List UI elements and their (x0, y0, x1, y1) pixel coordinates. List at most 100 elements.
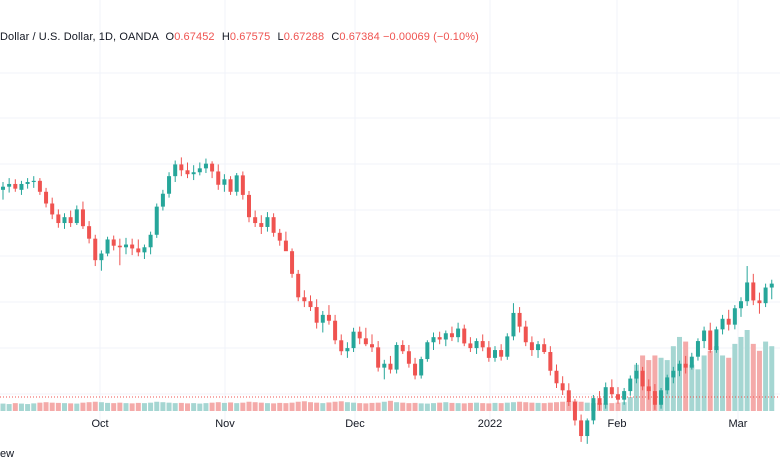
volume-bar (554, 402, 559, 411)
volume-bar (6, 404, 12, 411)
volume-bar (363, 403, 369, 411)
candle-body (271, 217, 276, 233)
candle-body (87, 226, 92, 239)
candle-body (222, 179, 227, 185)
volume-bar (141, 403, 147, 411)
volume-bar (769, 346, 775, 411)
candle-body (185, 170, 190, 175)
volume-bar (720, 355, 726, 411)
volume-bar (154, 401, 160, 411)
volume-bar (689, 364, 695, 411)
candle-body (99, 253, 104, 261)
candle-body (25, 182, 30, 184)
candle-body (142, 247, 147, 253)
candle-body (216, 171, 221, 185)
candle-body (376, 347, 381, 368)
low-label: L (277, 31, 284, 43)
volume-bar (633, 364, 639, 411)
candle-body (228, 179, 233, 192)
candle-body (351, 331, 356, 349)
chart-grid (0, 0, 780, 430)
volume-bar (738, 336, 744, 411)
volume-bar (400, 402, 406, 411)
candle-body (197, 168, 202, 173)
high-label: H (221, 31, 230, 43)
candle-body (708, 330, 713, 351)
candle-body (173, 164, 178, 177)
candle-body (320, 314, 325, 323)
candle-body (486, 347, 491, 358)
volume-bar (652, 355, 658, 411)
volume-bar (0, 403, 6, 411)
volume-bar (756, 350, 762, 411)
candle-body (652, 391, 657, 405)
volume-bar (31, 403, 37, 411)
candle-body (400, 344, 405, 352)
volume-bar (517, 401, 523, 411)
volume-bar (492, 402, 498, 411)
candle-body (253, 217, 258, 224)
volume-bar (166, 402, 172, 411)
volume-bar (332, 401, 338, 411)
candle-body (68, 217, 73, 224)
volume-bar (424, 403, 430, 411)
candle-body (413, 363, 418, 376)
low-value: 0.67288 (283, 31, 325, 43)
candle-body (560, 383, 565, 391)
candle-body (431, 337, 436, 343)
candle-body (314, 307, 319, 323)
candle-body (154, 206, 159, 235)
candle-body (523, 326, 528, 343)
volume-bar (185, 403, 190, 411)
volume-bar (443, 402, 449, 411)
volume-bar (172, 403, 178, 411)
volume-bar (178, 402, 184, 411)
candle-body (572, 402, 577, 421)
volume-bars (0, 330, 775, 411)
candle-body (13, 183, 18, 189)
volume-bar (221, 402, 227, 411)
candle-body (597, 398, 602, 405)
candle-body (19, 183, 24, 190)
candle-body (579, 420, 584, 437)
high-value: 0.67575 (229, 31, 271, 43)
candle-body (283, 240, 288, 252)
candle-body (277, 232, 282, 241)
change-value: −0.00069 (−0.10%) (383, 31, 479, 43)
volume-bar (713, 346, 719, 411)
volume-bar (197, 403, 203, 411)
x-tick-label: Feb (608, 418, 627, 430)
candle-body (480, 341, 485, 348)
volume-bar (283, 403, 289, 411)
open-value: 0.67452 (174, 31, 215, 43)
candle-body (105, 239, 110, 254)
candle-body (609, 387, 614, 395)
volume-bar (277, 402, 283, 411)
volume-bar (314, 402, 320, 411)
candle-body (425, 342, 430, 360)
candle-body (179, 164, 184, 171)
volume-bar (523, 402, 529, 411)
volume-bar (123, 403, 129, 411)
candle-body (751, 282, 756, 301)
candle-body (695, 341, 700, 357)
volume-bar (406, 403, 412, 411)
candle-body (443, 333, 448, 340)
volume-bar (480, 403, 486, 411)
volume-bar (763, 341, 769, 411)
candle-body (437, 337, 442, 340)
volume-bar (369, 402, 375, 411)
candle-body (80, 209, 85, 227)
volume-bar (148, 402, 154, 411)
volume-bar (547, 402, 553, 411)
candle-body (56, 214, 61, 224)
candle-body (493, 350, 497, 358)
candle-body (622, 391, 627, 400)
candlestick-series (1, 157, 774, 444)
candle-body (394, 344, 399, 370)
volume-bar (541, 403, 547, 411)
candle-body (167, 176, 172, 194)
candle-body (566, 390, 571, 403)
volume-bar (289, 402, 295, 411)
